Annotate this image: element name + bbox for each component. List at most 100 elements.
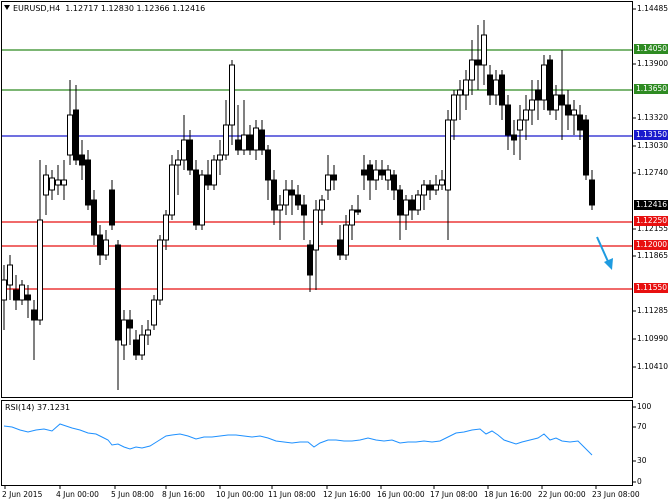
bearish-candle [259,129,265,151]
bullish-candle [49,177,55,191]
time-tick: 22 Jun 00:00 [538,490,586,499]
bearish-candle [133,339,139,356]
time-tick: 11 Jun 08:00 [268,490,316,499]
bullish-candle [529,99,535,111]
rsi-tick: 0 [637,477,642,486]
time-tick: 5 Jun 08:00 [111,490,154,499]
bearish-candle [289,189,295,196]
time-tick: 4 Jun 00:00 [56,490,99,499]
bearish-candle [13,289,19,301]
bearish-candle [355,209,361,213]
bullish-candle [571,109,577,116]
level-badge-13150[interactable]: 1.13150 [634,130,668,140]
bearish-candle [97,234,103,256]
level-badge-12250[interactable]: 1.12250 [634,216,668,226]
bearish-candle [559,94,565,106]
rsi-tick: 70 [637,422,647,431]
chart-title-text: EURUSD,H4 1.12717 1.12830 1.12366 1.1241… [13,4,206,13]
bearish-candle [187,139,193,171]
rsi-tick: 100 [637,402,652,411]
bearish-candle [475,59,481,66]
dropdown-triangle-icon[interactable] [4,5,10,10]
bullish-candle [403,199,409,216]
bullish-candle [163,214,169,241]
bearish-candle [295,194,301,206]
bearish-candle [511,134,517,141]
bullish-candle [145,329,151,336]
bullish-candle [319,199,325,211]
level-badge-13650[interactable]: 1.13650 [634,84,668,94]
bearish-candle [301,204,307,216]
bearish-candle [391,174,397,191]
price-tick: 1.11285 [637,306,669,315]
main-chart-panel[interactable] [1,1,633,398]
bearish-candle [79,154,85,166]
bullish-candle [313,209,319,251]
level-badge-11550[interactable]: 1.11550 [634,283,668,293]
bullish-candle [241,134,247,151]
bullish-candle [493,79,499,96]
level-badge-12000[interactable]: 1.12000 [634,240,668,250]
bearish-candle [361,169,367,176]
bullish-candle [121,319,127,346]
bullish-candle [103,239,109,256]
bearish-candle [397,189,403,216]
bullish-candle [19,284,25,301]
bearish-candle [205,174,211,186]
bearish-candle [589,179,595,206]
bearish-candle [379,169,385,176]
bearish-candle [73,109,79,161]
bearish-candle [25,294,31,301]
price-tick: 1.12155 [637,224,669,233]
price-tick: 1.13030 [637,141,669,150]
time-tick: 12 Jun 16:00 [323,490,371,499]
bullish-candle [553,94,559,111]
bullish-candle [523,109,529,121]
time-tick: 23 Jun 08:00 [592,490,640,499]
bullish-candle [325,174,331,191]
bullish-candle [157,239,163,301]
bearish-candle [583,119,589,176]
bullish-candle [37,219,43,321]
bullish-candle [457,89,463,96]
time-tick: 10 Jun 00:00 [216,490,264,499]
bearish-candle [307,244,313,276]
bullish-candle [349,209,355,226]
arrow-head-icon [604,258,613,270]
bearish-candle [265,149,271,181]
bearish-candle [427,184,433,191]
price-tick: 1.10990 [637,334,669,343]
bullish-candle [67,114,73,156]
bullish-candle [217,154,223,161]
rsi-indicator-panel[interactable] [1,400,633,486]
bullish-candle [175,159,181,166]
bearish-candle [535,89,541,101]
bearish-candle [577,114,583,131]
bearish-candle [31,309,37,321]
bullish-candle [451,94,457,121]
price-tick: 1.12740 [637,168,669,177]
price-tick: 1.14485 [637,4,669,13]
bearish-candle [109,189,115,226]
bearish-candle [499,74,505,106]
price-tick: 1.13320 [637,113,669,122]
bearish-candle [337,239,343,256]
level-badge-14050[interactable]: 1.14050 [634,44,668,54]
time-tick: 8 Jun 16:00 [162,490,205,499]
rsi-title: RSI(14) 37.1231 [5,403,71,412]
bullish-candle [283,189,289,206]
bullish-candle [139,334,145,356]
current-price-badge: 1.12416 [634,200,668,210]
price-tick: 1.10410 [637,362,669,371]
bullish-candle [481,34,487,66]
bullish-candle [469,59,475,81]
bearish-candle [193,169,199,226]
bullish-candle [385,169,391,181]
time-tick: 2 Jun 2015 [2,490,43,499]
bullish-candle [169,164,175,216]
bearish-candle [85,159,91,206]
bullish-candle [7,264,13,286]
bullish-candle [55,179,61,186]
